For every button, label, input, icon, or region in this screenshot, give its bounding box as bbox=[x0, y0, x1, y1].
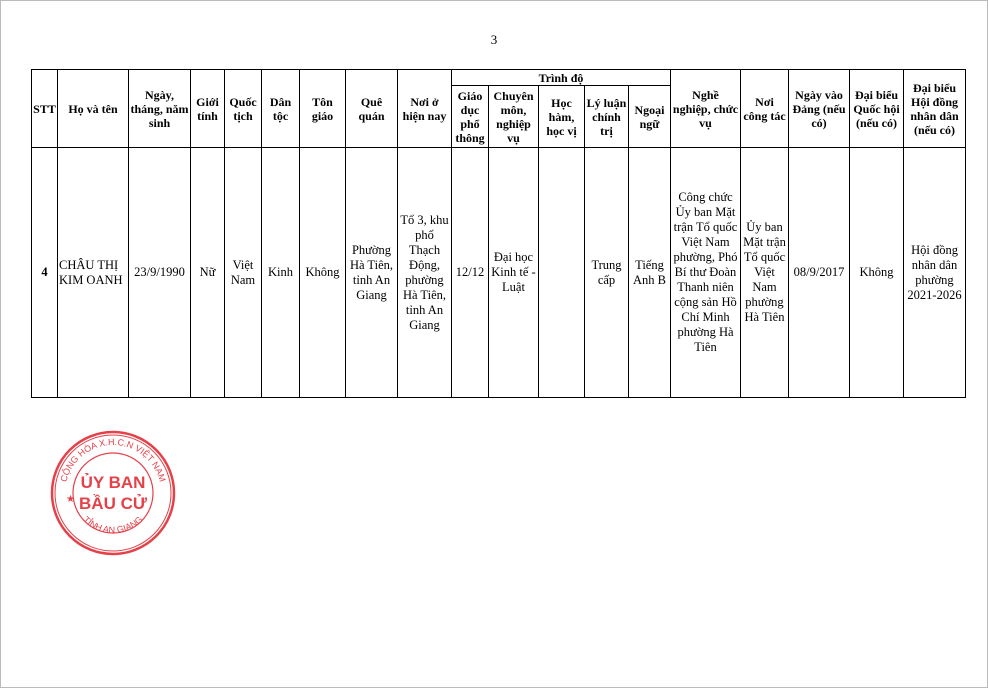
cell-academic bbox=[538, 147, 585, 398]
header-professional: Chuyên môn, nghiệp vụ bbox=[488, 85, 539, 148]
header-name: Họ và tên bbox=[57, 69, 129, 148]
header-residence: Nơi ở hiện nay bbox=[397, 69, 452, 148]
header-occupation: Nghề nghiệp, chức vụ bbox=[670, 69, 741, 148]
cell-council-delegate: Hội đồng nhân dân phường 2021-2026 bbox=[903, 147, 966, 398]
candidate-table: STT Họ và tên Ngày, tháng, năm sinh Giới… bbox=[31, 69, 966, 398]
cell-workplace: Ủy ban Mặt trận Tổ quốc Việt Nam phường … bbox=[740, 147, 789, 398]
header-gender: Giới tính bbox=[190, 69, 225, 148]
cell-party-date: 08/9/2017 bbox=[788, 147, 850, 398]
table-row: 4 CHÂU THỊ KIM OANH 23/9/1990 Nữ Việt Na… bbox=[31, 147, 966, 398]
cell-nationality: Việt Nam bbox=[224, 147, 262, 398]
page-number: 3 bbox=[490, 32, 498, 47]
cell-stt: 4 bbox=[31, 147, 58, 398]
header-academic: Học hàm, học vị bbox=[538, 85, 585, 148]
header-nationality: Quốc tịch bbox=[224, 69, 262, 148]
header-workplace: Nơi công tác bbox=[740, 69, 789, 148]
header-hometown: Quê quán bbox=[345, 69, 398, 148]
header-education-group: Trình độ bbox=[451, 69, 671, 86]
cell-occupation: Công chức Ủy ban Mặt trận Tổ quốc Việt N… bbox=[670, 147, 741, 398]
cell-gender: Nữ bbox=[190, 147, 225, 398]
cell-political: Trung cấp bbox=[584, 147, 629, 398]
header-na-delegate: Đại biểu Quốc hội (nếu có) bbox=[849, 69, 904, 148]
cell-hometown: Phường Hà Tiên, tỉnh An Giang bbox=[345, 147, 398, 398]
cell-religion: Không bbox=[299, 147, 346, 398]
header-stt: STT bbox=[31, 69, 58, 148]
header-political: Lý luận chính trị bbox=[584, 85, 629, 148]
header-religion: Tôn giáo bbox=[299, 69, 346, 148]
cell-language: Tiếng Anh B bbox=[628, 147, 671, 398]
subheader-row: Giáo dục phổ thông Chuyên môn, nghiệp vụ… bbox=[32, 85, 966, 148]
header-council-delegate: Đại biểu Hội đồng nhân dân (nếu có) bbox=[903, 69, 966, 148]
header-row: STT Họ và tên Ngày, tháng, năm sinh Giới… bbox=[31, 69, 966, 148]
cell-general-edu: 12/12 bbox=[451, 147, 489, 398]
header-party-date: Ngày vào Đảng (nếu có) bbox=[788, 69, 850, 148]
cell-dob: 23/9/1990 bbox=[128, 147, 191, 398]
header-language: Ngoại ngữ bbox=[628, 85, 671, 148]
cell-ethnicity: Kinh bbox=[261, 147, 300, 398]
header-dob: Ngày, tháng, năm sinh bbox=[128, 69, 191, 148]
cell-professional: Đại học Kinh tế - Luật bbox=[488, 147, 539, 398]
header-general-edu: Giáo dục phổ thông bbox=[451, 85, 489, 148]
cell-na-delegate: Không bbox=[849, 147, 904, 398]
cell-residence: Tổ 3, khu phố Thạch Động, phường Hà Tiên… bbox=[397, 147, 452, 398]
cell-name: CHÂU THỊ KIM OANH bbox=[57, 147, 129, 398]
header-ethnicity: Dân tộc bbox=[261, 69, 300, 148]
